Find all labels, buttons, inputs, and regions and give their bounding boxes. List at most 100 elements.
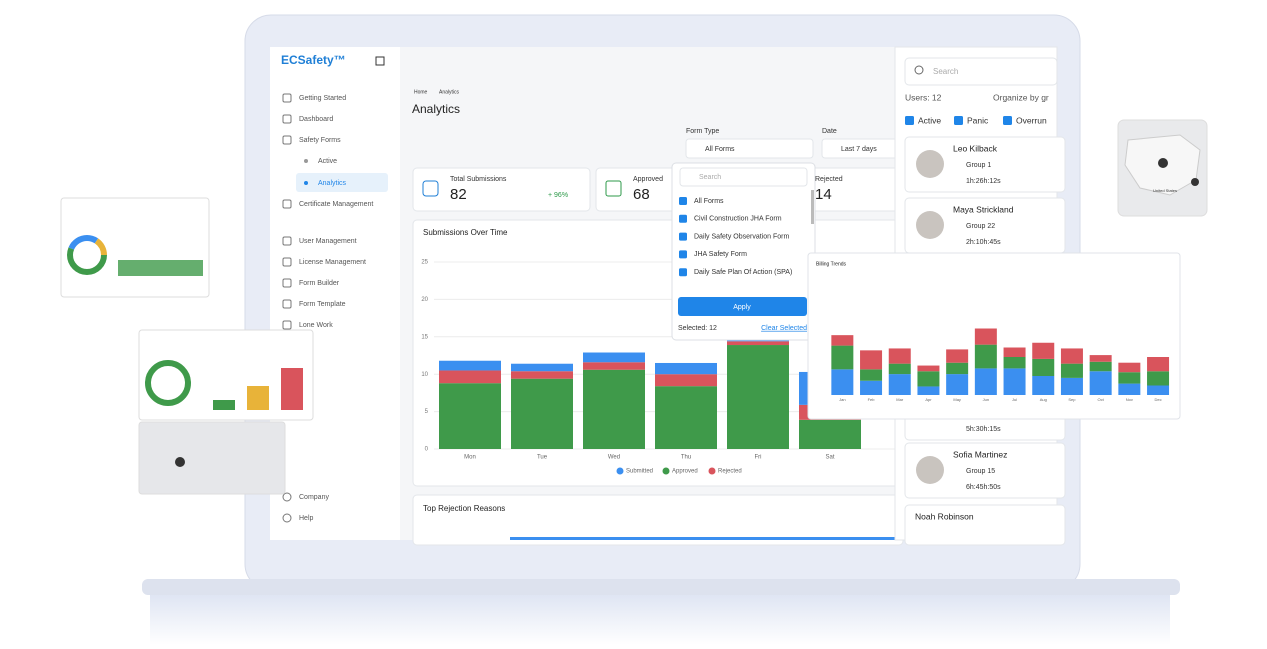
- user-card[interactable]: [904, 504, 1066, 546]
- y-tick-label: 10: [421, 372, 428, 378]
- shadow: [150, 595, 1170, 645]
- bar-segment: [1003, 357, 1026, 369]
- stat-value: 14: [815, 186, 832, 203]
- active-nav-bg: [296, 173, 388, 192]
- legend-label: Approved: [672, 469, 698, 475]
- chart-title: Submissions Over Time: [423, 228, 508, 237]
- x-tick-label: Mon: [464, 455, 476, 461]
- bar-segment: [583, 362, 645, 370]
- breadcrumb: Analytics: [439, 89, 460, 95]
- bar-segment: [917, 386, 940, 395]
- y-tick-label: 15: [421, 334, 428, 340]
- map-label: United States: [1153, 188, 1177, 193]
- nav-icon: [282, 492, 292, 502]
- date-value: Last 7 days: [841, 146, 877, 153]
- x-tick-label: Wed: [608, 455, 620, 461]
- y-tick-label: 5: [425, 409, 429, 415]
- thumb-donut: [67, 235, 107, 275]
- clear-selected[interactable]: Clear Selected: [761, 325, 807, 332]
- progress: [510, 537, 895, 540]
- y-tick-label: 25: [421, 260, 428, 266]
- dropdown-search[interactable]: [679, 167, 808, 187]
- user-name: Maya Strickland: [953, 204, 1014, 214]
- bar-segment: [974, 368, 997, 395]
- checkbox[interactable]: [679, 197, 687, 205]
- stat-label: Total Submissions: [450, 176, 507, 183]
- filter-checkbox[interactable]: [905, 116, 914, 125]
- bar-segment: [799, 419, 861, 449]
- nav-item[interactable]: Dashboard: [299, 116, 333, 123]
- nav-item[interactable]: Safety Forms: [299, 137, 341, 144]
- nav-icon: [282, 199, 292, 209]
- user-name: Noah Robinson: [915, 511, 974, 521]
- nav-item[interactable]: Form Builder: [299, 280, 340, 287]
- user-group: Group 22: [966, 223, 995, 230]
- checkbox[interactable]: [679, 268, 687, 277]
- avatar: [916, 150, 944, 178]
- users-count: Users: 12: [905, 92, 942, 102]
- selected-count: Selected: 12: [678, 325, 717, 332]
- dropdown-option[interactable]: Daily Safe Plan Of Action (SPA): [694, 269, 792, 276]
- x-tick-label: Aug: [1040, 397, 1047, 402]
- dropdown-option[interactable]: All Forms: [694, 198, 724, 205]
- search-icon: [914, 65, 924, 75]
- dropdown-option[interactable]: Civil Construction JHA Form: [694, 216, 782, 223]
- user-card[interactable]: [904, 442, 1066, 499]
- nav-item[interactable]: License Management: [299, 259, 366, 266]
- nav-item[interactable]: User Management: [299, 238, 357, 245]
- form-type-value: All Forms: [705, 146, 735, 153]
- nav-subitem[interactable]: Analytics: [318, 180, 347, 187]
- x-tick-label: Sat: [825, 455, 834, 461]
- filter-label[interactable]: Overrun: [1016, 115, 1047, 125]
- bar-segment: [917, 371, 940, 387]
- thumb-bars: [118, 260, 203, 276]
- nav-icon: [282, 135, 292, 145]
- x-tick-label: Feb: [868, 397, 876, 402]
- nav-item[interactable]: Form Template: [299, 301, 346, 308]
- filter-checkbox[interactable]: [954, 116, 963, 125]
- form-type-select[interactable]: [685, 138, 814, 159]
- user-card[interactable]: [904, 136, 1066, 193]
- y-tick-label: 20: [421, 297, 428, 303]
- apply-button[interactable]: [678, 297, 807, 316]
- filter-checkbox[interactable]: [1003, 116, 1012, 125]
- bar-segment: [1118, 383, 1141, 395]
- collapse-icon[interactable]: [375, 56, 385, 66]
- nav-item[interactable]: Help: [299, 515, 314, 522]
- nav-item[interactable]: Company: [299, 494, 329, 501]
- bar-segment: [1089, 371, 1112, 395]
- nav-icon: [282, 299, 292, 309]
- bar-segment: [946, 349, 969, 363]
- x-tick-label: May: [953, 397, 961, 402]
- nav-item[interactable]: Certificate Management: [299, 201, 373, 208]
- page-title: Analytics: [412, 102, 460, 116]
- users-search[interactable]: [904, 57, 1058, 86]
- x-tick-label: Apr: [925, 397, 932, 402]
- stat-card: [412, 167, 591, 212]
- nav-subitem[interactable]: Active: [318, 158, 337, 165]
- checkbox[interactable]: [679, 232, 687, 241]
- bar-segment: [974, 344, 997, 369]
- stat-value: 68: [633, 186, 650, 203]
- nav-icon: [282, 93, 292, 103]
- nav-item[interactable]: Lone Work: [299, 322, 333, 329]
- x-tick-label: Jan: [839, 397, 845, 402]
- nav-item[interactable]: Getting Started: [299, 95, 346, 102]
- x-tick-label: Jul: [1012, 397, 1017, 402]
- checkbox[interactable]: [679, 214, 687, 223]
- filter-label[interactable]: Panic: [967, 115, 989, 125]
- laptop-base: [142, 579, 1180, 595]
- checkbox[interactable]: [679, 250, 687, 259]
- filter-label[interactable]: Active: [918, 115, 941, 125]
- bar-segment: [655, 386, 717, 449]
- dropdown-option[interactable]: JHA Safety Form: [694, 251, 747, 258]
- date-label: Date: [822, 128, 837, 135]
- bar-segment: [831, 335, 854, 346]
- bar-segment: [1147, 385, 1170, 395]
- bar-segment: [655, 374, 717, 387]
- dropdown-option[interactable]: Daily Safety Observation Form: [694, 233, 789, 240]
- stat-label: Rejected: [815, 176, 843, 183]
- nav-dot: [304, 159, 308, 163]
- bar-segment: [1003, 368, 1026, 395]
- billing-card: Billing Trends Jan Feb Mar Apr May Jun Jul Aug S…: [807, 252, 1181, 420]
